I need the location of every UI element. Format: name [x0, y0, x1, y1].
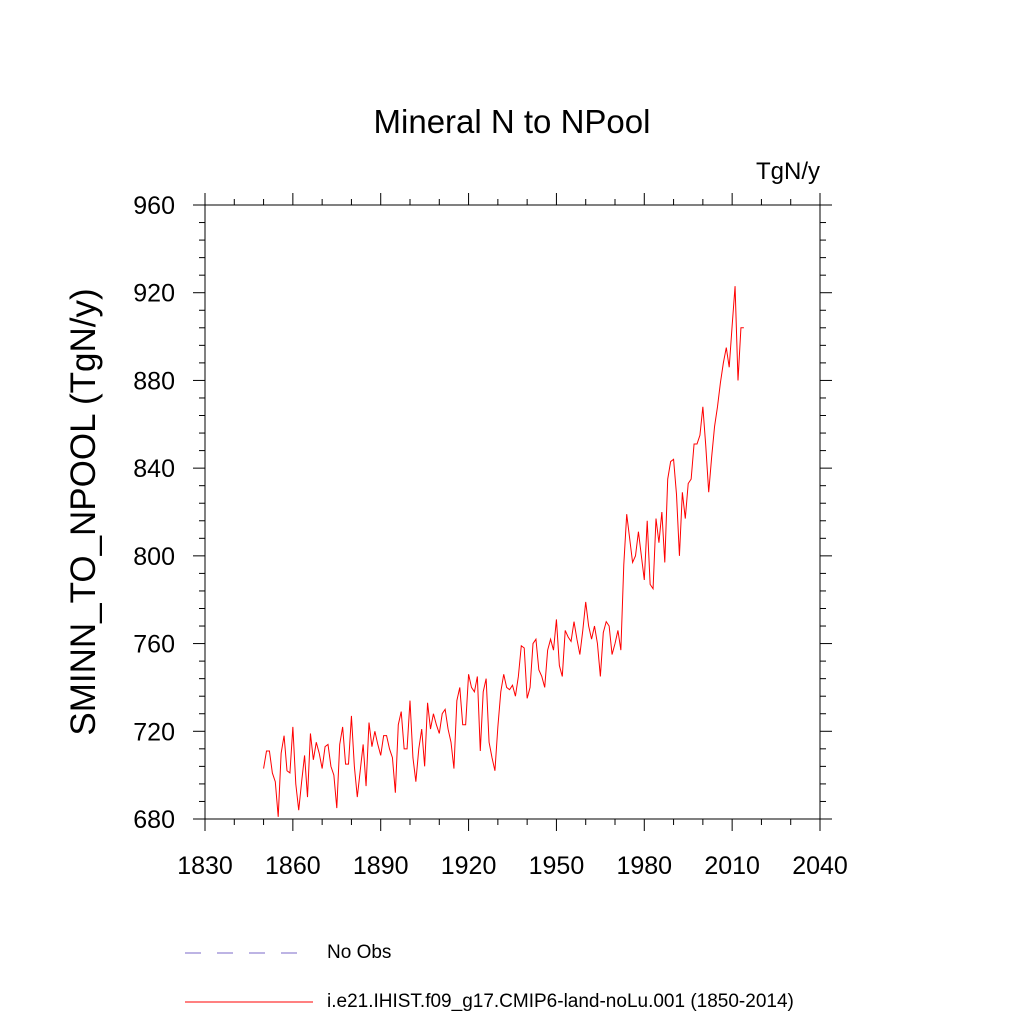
x-tick-label: 1920 [441, 852, 497, 880]
legend-label-model-run: i.e21.IHIST.f09_g17.CMIP6-land-noLu.001 … [327, 991, 794, 1012]
x-tick-label: 1950 [529, 852, 585, 880]
x-tick-label: 1890 [353, 852, 409, 880]
x-tick-label: 2040 [792, 852, 848, 880]
y-tick-label: 760 [133, 631, 175, 659]
x-tick-label: 1980 [616, 852, 672, 880]
x-tick-label: 1830 [177, 852, 233, 880]
tick-labels: 1830 1860 1890 1920 1950 1980 2010 2040 680 720 76… [133, 192, 848, 880]
x-tick-label: 1860 [265, 852, 321, 880]
legend-lines [185, 952, 313, 1003]
legend-label-no-obs: No Obs [327, 942, 392, 963]
series-line-1 [263, 286, 744, 817]
y-tick-label: 880 [133, 367, 175, 395]
x-tick-label: 2010 [704, 852, 760, 880]
y-tick-label: 680 [133, 806, 175, 834]
axes [204, 204, 821, 820]
chart-title: Mineral N to NPool [373, 103, 651, 140]
y-tick-label: 840 [133, 455, 175, 483]
tick-marks [193, 193, 832, 831]
plot-frame [204, 204, 821, 820]
y-tick-label: 920 [133, 280, 175, 308]
series-lines [263, 286, 744, 817]
y-tick-label: 960 [133, 192, 175, 220]
y-tick-label: 720 [133, 718, 175, 746]
y-tick-label: 800 [133, 543, 175, 571]
units-label: TgN/y [755, 158, 820, 185]
